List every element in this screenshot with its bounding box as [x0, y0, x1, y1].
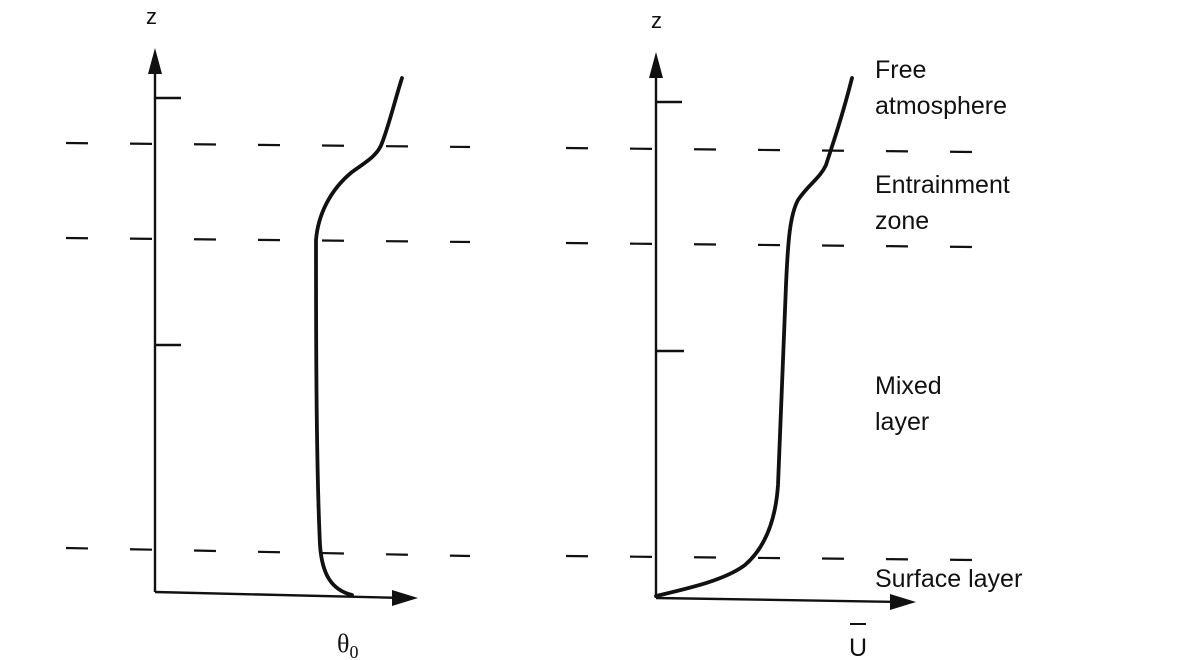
left-x-axis-label: θ0: [337, 629, 358, 660]
left-x-axis: [154, 590, 406, 600]
layer-labels: Free atmosphere Entrainment zone Mixed l…: [875, 56, 1022, 593]
left-y-axis-label: z: [146, 4, 157, 29]
layer-label-entrainment-zone-line1: Entrainment: [875, 171, 1010, 199]
left-panel: z θ0: [146, 4, 418, 660]
right-y-axis-arrowhead: [649, 52, 663, 78]
wind-profile-curve: [654, 76, 854, 598]
right-panel: z U: [649, 8, 916, 660]
layer-label-free-atmosphere-line2: atmosphere: [875, 92, 1007, 120]
theta-profile-curve: [314, 76, 404, 597]
layer-label-free-atmosphere-line1: Free: [875, 56, 926, 84]
boundary-entrainment-mixed-right: [565, 241, 976, 249]
theta-symbol: θ: [337, 629, 349, 658]
layer-boundaries: [65, 141, 976, 562]
boundary-entrainment-mixed-left: [65, 236, 471, 244]
right-x-axis-label: U: [849, 634, 867, 660]
theta-subscript: 0: [349, 642, 358, 660]
layer-label-entrainment-zone-line2: zone: [875, 207, 929, 235]
boundary-free-entrainment-right: [565, 146, 976, 154]
layer-label-mixed-layer-line1: Mixed: [875, 372, 942, 400]
layer-label-mixed-layer-line2: layer: [875, 408, 929, 436]
right-x-axis-arrowhead: [890, 594, 916, 610]
layer-label-free-atmosphere: Free atmosphere: [875, 56, 1007, 120]
right-y-axis-label: z: [651, 8, 662, 33]
layer-label-surface-layer-line1: Surface layer: [875, 565, 1022, 593]
left-x-axis-arrowhead: [392, 590, 418, 606]
layer-label-surface-layer: Surface layer: [875, 565, 1022, 593]
layer-label-entrainment-zone: Entrainment zone: [875, 171, 1017, 235]
boundary-mixed-surface-left: [65, 546, 471, 558]
left-y-axis-arrowhead: [148, 48, 162, 74]
right-x-axis: [655, 596, 904, 604]
boundary-free-entrainment-left: [65, 141, 471, 149]
boundary-mixed-surface-right: [565, 554, 976, 562]
layer-label-mixed-layer: Mixed layer: [875, 372, 949, 436]
